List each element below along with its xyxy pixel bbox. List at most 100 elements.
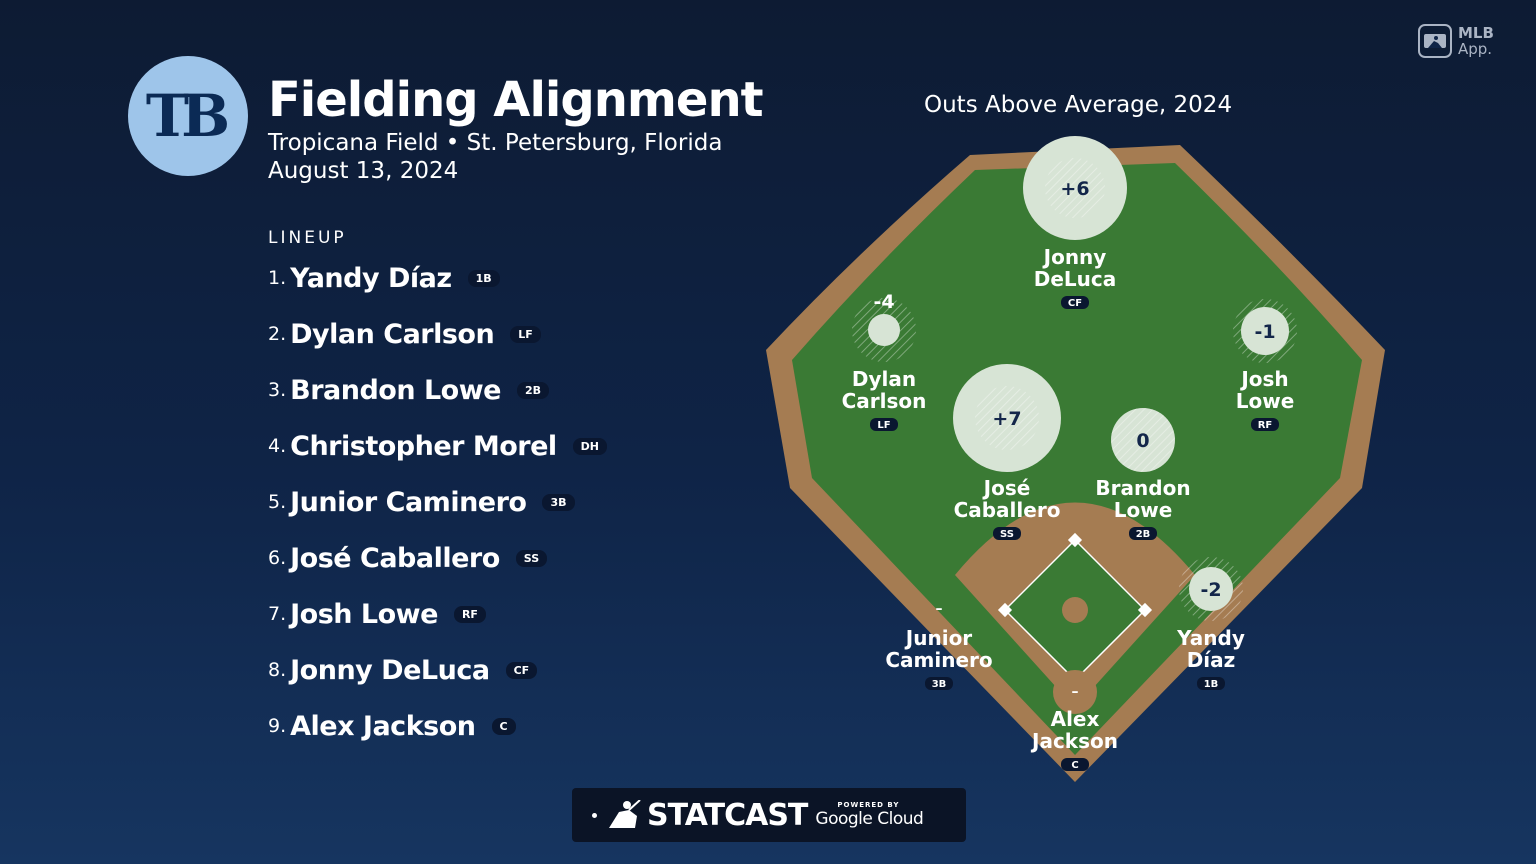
oaa-value: +7 bbox=[992, 408, 1021, 430]
fielder-label-2b: Brandon Lowe 2B bbox=[1095, 476, 1191, 540]
google-cloud-text: Google Cloud bbox=[815, 809, 924, 829]
fielder-label-1b: Yandy Díaz 1B bbox=[1176, 626, 1245, 690]
page-title: Fielding Alignment bbox=[268, 72, 764, 128]
oaa-bubble-2b: 0 bbox=[1111, 408, 1175, 472]
fielder-first-name: Dylan bbox=[852, 367, 916, 391]
oaa-value-3b: – bbox=[936, 601, 943, 617]
lineup-number: 8. bbox=[268, 659, 287, 681]
statcast-dot bbox=[592, 812, 597, 818]
oaa-value-c: – bbox=[1072, 684, 1079, 700]
lineup-item: 2. Dylan Carlson LF bbox=[268, 314, 541, 354]
fielder-position: 3B bbox=[932, 679, 947, 690]
pitchers-mound bbox=[1062, 597, 1088, 623]
fielder-label-rf: Josh Lowe RF bbox=[1236, 367, 1295, 431]
fielder-last-name: Caballero bbox=[954, 498, 1061, 522]
fielder-position: 2B bbox=[1136, 529, 1151, 540]
lineup-item: 9. Alex Jackson C bbox=[268, 706, 516, 746]
oaa-value: -1 bbox=[1254, 321, 1275, 343]
fielder-last-name: Lowe bbox=[1236, 389, 1295, 413]
outfield-grass bbox=[792, 163, 1362, 755]
lineup-item: 4. Christopher Morel DH bbox=[268, 426, 607, 466]
fielder-position: C bbox=[1071, 760, 1078, 771]
fielder-last-name: Carlson bbox=[842, 389, 927, 413]
lineup-player-name: Josh Lowe bbox=[290, 598, 438, 630]
fielder-last-name: Lowe bbox=[1114, 498, 1173, 522]
position-badge: LF bbox=[510, 325, 541, 343]
fielder-first-name: Josh bbox=[1239, 367, 1288, 391]
mlb-app-line1: MLB bbox=[1458, 24, 1494, 42]
batter-icon bbox=[609, 800, 641, 828]
lineup-player-name: Christopher Morel bbox=[290, 430, 557, 462]
fielder-label-lf: Dylan Carlson LF bbox=[842, 367, 927, 431]
position-badge: SS bbox=[515, 549, 548, 567]
team-logo: TB bbox=[128, 56, 248, 176]
lineup-item: 7. Josh Lowe RF bbox=[268, 594, 486, 634]
fielder-first-name: Brandon bbox=[1095, 476, 1190, 500]
fielder-label-ss: José Caballero SS bbox=[954, 476, 1061, 540]
third-base bbox=[997, 602, 1013, 618]
lineup-item: 5. Junior Caminero 3B bbox=[268, 482, 575, 522]
oaa-value: -2 bbox=[1200, 579, 1221, 601]
position-badge: C bbox=[491, 717, 516, 735]
lineup-player-name: Alex Jackson bbox=[290, 710, 476, 742]
lineup-number: 2. bbox=[268, 323, 287, 345]
powered-by-text: POWERED BY bbox=[837, 801, 900, 809]
fielder-last-name: Díaz bbox=[1187, 648, 1236, 672]
first-base bbox=[1137, 602, 1153, 618]
oaa-bubble-cf: +6 bbox=[1023, 136, 1127, 240]
lineup-player-name: Brandon Lowe bbox=[290, 374, 501, 406]
lineup-number: 5. bbox=[268, 491, 287, 513]
lineup-item: 8. Jonny DeLuca CF bbox=[268, 650, 538, 690]
fielder-first-name: Junior bbox=[904, 626, 973, 650]
lineup-player-name: Yandy Díaz bbox=[290, 262, 452, 294]
fielder-last-name: Caminero bbox=[885, 648, 992, 672]
fielder-last-name: DeLuca bbox=[1034, 267, 1117, 291]
fielder-position: LF bbox=[877, 420, 890, 431]
fielder-last-name: Jackson bbox=[1030, 729, 1118, 753]
mlb-app-line2: App. bbox=[1458, 40, 1493, 58]
team-logo-text: TB bbox=[145, 82, 230, 150]
mlb-app-logo: MLB App. bbox=[1418, 24, 1494, 58]
mlb-logo-icon bbox=[1418, 24, 1452, 58]
position-badge: 1B bbox=[467, 269, 500, 287]
position-badge: CF bbox=[505, 661, 538, 679]
oaa-bubble-rf: -1 bbox=[1233, 299, 1297, 363]
fielder-first-name: Alex bbox=[1051, 707, 1100, 731]
oaa-bubble-ss: +7 bbox=[953, 364, 1061, 472]
position-badge: DH bbox=[572, 437, 607, 455]
position-badge: 2B bbox=[516, 381, 550, 399]
home-plate-area bbox=[1053, 670, 1097, 714]
oaa-value: +6 bbox=[1060, 178, 1089, 200]
position-badge: 3B bbox=[542, 493, 575, 511]
lineup-player-name: José Caballero bbox=[290, 542, 500, 574]
position-badge: RF bbox=[453, 605, 486, 623]
lineup-number: 3. bbox=[268, 379, 287, 401]
fielder-label-c: Alex Jackson C bbox=[1030, 707, 1118, 771]
lineup-player-name: Junior Caminero bbox=[290, 486, 527, 518]
venue-subtitle: Tropicana Field • St. Petersburg, Florid… bbox=[268, 130, 723, 156]
fielder-position: CF bbox=[1068, 298, 1082, 309]
oaa-bubble-1b: -2 bbox=[1179, 557, 1243, 621]
oaa-value: -4 bbox=[873, 291, 894, 313]
fielder-position: SS bbox=[1000, 529, 1014, 540]
game-date: August 13, 2024 bbox=[268, 158, 459, 184]
fielder-position: RF bbox=[1258, 420, 1273, 431]
lineup-number: 1. bbox=[268, 267, 287, 289]
lineup-player-name: Jonny DeLuca bbox=[290, 654, 490, 686]
field-title: Outs Above Average, 2024 bbox=[924, 92, 1233, 118]
fielder-first-name: Jonny bbox=[1042, 245, 1107, 269]
statcast-logo: STATCAST POWERED BY Google Cloud bbox=[572, 788, 966, 842]
lineup-number: 4. bbox=[268, 435, 287, 457]
fielder-first-name: Yandy bbox=[1176, 626, 1245, 650]
lineup-heading: LINEUP bbox=[268, 228, 347, 248]
oaa-bubble-lf: -4 bbox=[852, 291, 916, 362]
lineup-item: 6. José Caballero SS bbox=[268, 538, 548, 578]
lineup-number: 9. bbox=[268, 715, 287, 737]
lineup-item: 1. Yandy Díaz 1B bbox=[268, 258, 500, 298]
fielder-label-3b: Junior Caminero 3B bbox=[885, 626, 993, 690]
lineup-number: 7. bbox=[268, 603, 287, 625]
fielder-first-name: José bbox=[982, 476, 1031, 500]
lineup-number: 6. bbox=[268, 547, 287, 569]
lineup-player-name: Dylan Carlson bbox=[290, 318, 495, 350]
